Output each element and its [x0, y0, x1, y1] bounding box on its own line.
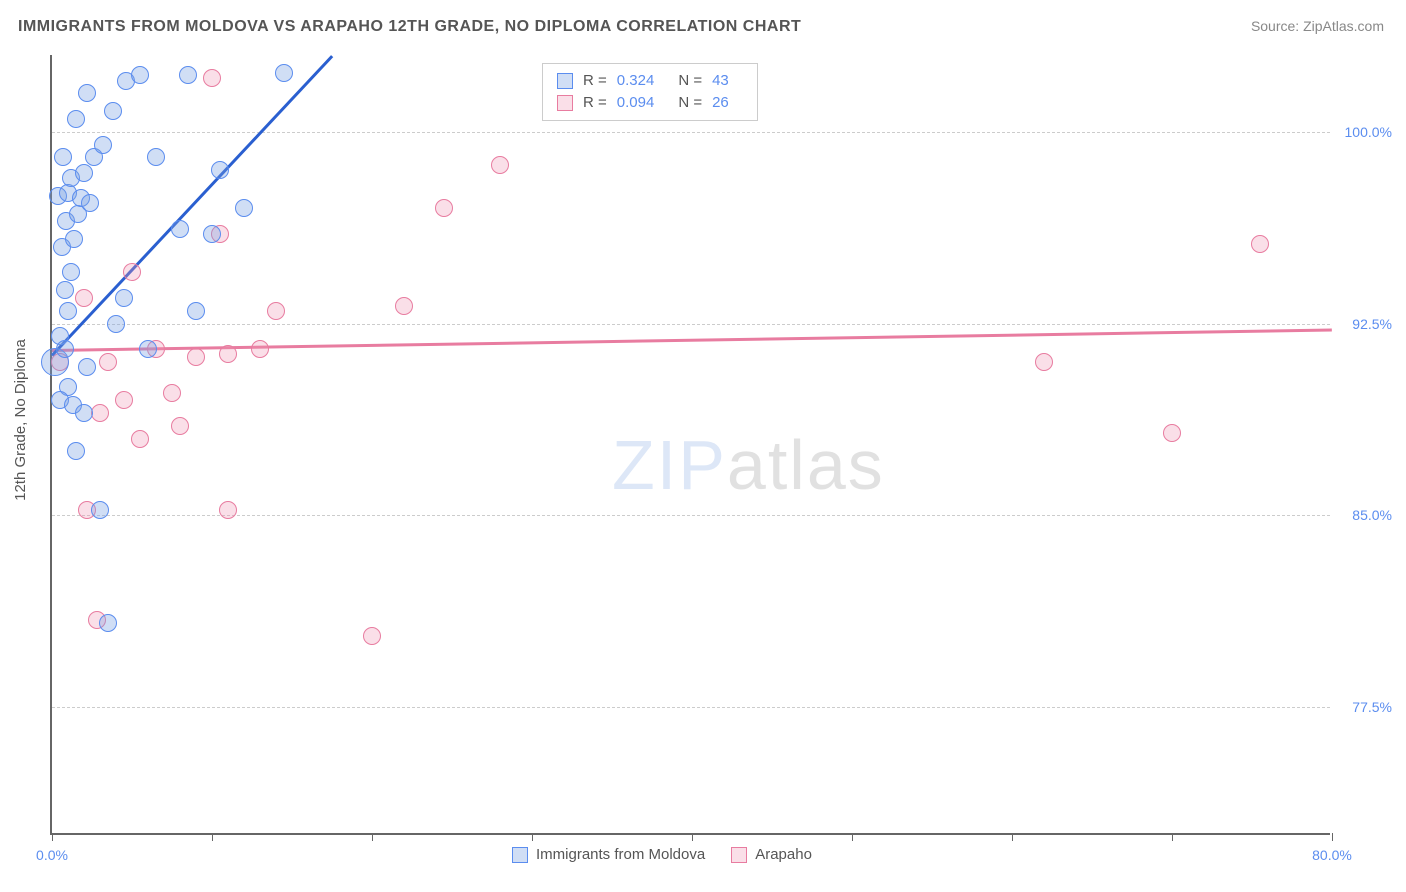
data-point-moldova [59, 302, 77, 320]
data-point-arapaho [363, 627, 381, 645]
data-point-moldova [171, 220, 189, 238]
data-point-moldova [107, 315, 125, 333]
source-attribution: Source: ZipAtlas.com [1251, 18, 1384, 34]
data-point-arapaho [435, 199, 453, 217]
r-label: R = [583, 70, 607, 92]
x-tick [52, 833, 53, 841]
data-point-moldova [78, 358, 96, 376]
source-label: Source: [1251, 18, 1299, 34]
data-point-moldova [56, 281, 74, 299]
legend-row-pink: R = 0.094 N = 26 [557, 92, 743, 114]
r-label: R = [583, 92, 607, 114]
legend-item-arapaho: Arapaho [731, 846, 812, 863]
data-point-moldova [99, 614, 117, 632]
data-point-moldova [179, 66, 197, 84]
legend-swatch-pink [557, 95, 573, 111]
y-tick-label: 77.5% [1352, 699, 1392, 715]
data-point-arapaho [171, 417, 189, 435]
data-point-moldova [104, 102, 122, 120]
legend-swatch-blue [512, 847, 528, 863]
y-tick-label: 92.5% [1352, 316, 1392, 332]
x-tick [372, 833, 373, 841]
data-point-moldova [147, 148, 165, 166]
x-tick-label-start: 0.0% [36, 847, 68, 863]
data-point-arapaho [1251, 235, 1269, 253]
trendline-arapaho [52, 329, 1332, 352]
legend-row-blue: R = 0.324 N = 43 [557, 70, 743, 92]
x-tick [1012, 833, 1013, 841]
data-point-moldova [78, 84, 96, 102]
source-value: ZipAtlas.com [1303, 18, 1384, 34]
legend-item-moldova: Immigrants from Moldova [512, 846, 705, 863]
y-tick-label: 85.0% [1352, 507, 1392, 523]
data-point-arapaho [395, 297, 413, 315]
data-point-arapaho [91, 404, 109, 422]
watermark-zip: ZIP [612, 426, 727, 504]
data-point-arapaho [491, 156, 509, 174]
r-value-pink: 0.094 [617, 92, 655, 114]
data-point-moldova [56, 340, 74, 358]
data-point-moldova [54, 148, 72, 166]
x-tick-label-end: 80.0% [1312, 847, 1352, 863]
x-tick [1172, 833, 1173, 841]
scatter-plot-area: ZIPatlas R = 0.324 N = 43 R = 0.094 N = … [50, 55, 1330, 835]
data-point-arapaho [219, 501, 237, 519]
gridline [52, 132, 1330, 133]
legend-label-moldova: Immigrants from Moldova [536, 846, 705, 863]
data-point-arapaho [131, 430, 149, 448]
correlation-legend: R = 0.324 N = 43 R = 0.094 N = 26 [542, 63, 758, 121]
data-point-arapaho [99, 353, 117, 371]
data-point-arapaho [219, 345, 237, 363]
data-point-moldova [81, 194, 99, 212]
y-tick-label: 100.0% [1345, 124, 1392, 140]
legend-swatch-blue [557, 73, 573, 89]
data-point-moldova [203, 225, 221, 243]
data-point-moldova [94, 136, 112, 154]
data-point-moldova [131, 66, 149, 84]
data-point-arapaho [267, 302, 285, 320]
data-point-arapaho [1163, 424, 1181, 442]
x-tick [1332, 833, 1333, 841]
series-legend: Immigrants from Moldova Arapaho [512, 846, 812, 863]
data-point-moldova [211, 161, 229, 179]
data-point-moldova [62, 263, 80, 281]
data-point-moldova [75, 164, 93, 182]
chart-title: IMMIGRANTS FROM MOLDOVA VS ARAPAHO 12TH … [18, 18, 801, 36]
data-point-moldova [275, 64, 293, 82]
data-point-moldova [187, 302, 205, 320]
legend-swatch-pink [731, 847, 747, 863]
data-point-moldova [67, 110, 85, 128]
data-point-moldova [235, 199, 253, 217]
data-point-arapaho [75, 289, 93, 307]
data-point-arapaho [203, 69, 221, 87]
r-value-blue: 0.324 [617, 70, 655, 92]
n-label: N = [678, 70, 702, 92]
x-tick [532, 833, 533, 841]
data-point-moldova [115, 289, 133, 307]
x-tick [852, 833, 853, 841]
data-point-moldova [67, 442, 85, 460]
data-point-moldova [91, 501, 109, 519]
n-label: N = [678, 92, 702, 114]
x-tick [692, 833, 693, 841]
gridline [52, 707, 1330, 708]
data-point-moldova [65, 230, 83, 248]
gridline [52, 324, 1330, 325]
data-point-moldova [75, 404, 93, 422]
y-axis-label: 12th Grade, No Diploma [12, 339, 29, 501]
n-value-blue: 43 [712, 70, 729, 92]
data-point-arapaho [1035, 353, 1053, 371]
data-point-arapaho [187, 348, 205, 366]
watermark-atlas: atlas [727, 426, 885, 504]
data-point-arapaho [163, 384, 181, 402]
n-value-pink: 26 [712, 92, 729, 114]
x-tick [212, 833, 213, 841]
data-point-arapaho [251, 340, 269, 358]
data-point-arapaho [123, 263, 141, 281]
data-point-arapaho [115, 391, 133, 409]
legend-label-arapaho: Arapaho [755, 846, 812, 863]
watermark: ZIPatlas [612, 425, 885, 505]
gridline [52, 515, 1330, 516]
data-point-moldova [139, 340, 157, 358]
